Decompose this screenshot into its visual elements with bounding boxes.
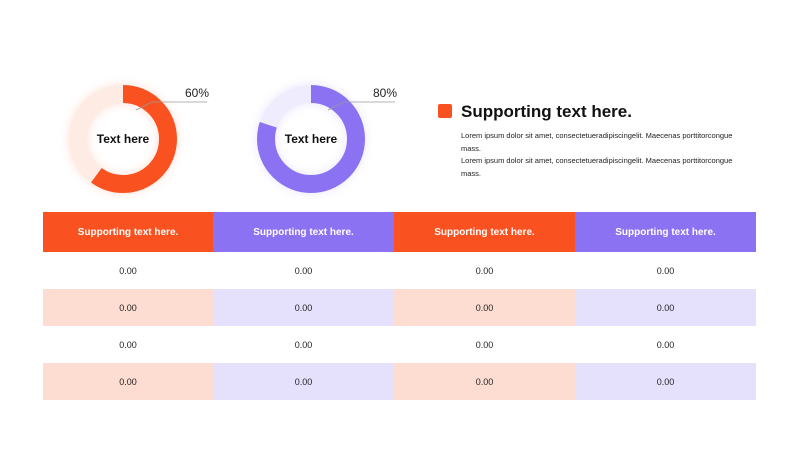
- table-row: 0.00 0.00 0.00 0.00: [43, 363, 756, 400]
- table-cell: 0.00: [394, 363, 575, 400]
- table-header-2: Supporting text here.: [213, 212, 394, 252]
- data-table: Supporting text here. Supporting text he…: [43, 212, 756, 400]
- donut-charts: Text here Text here 60% 80%: [0, 0, 800, 210]
- donut-1-leader-line: [135, 101, 207, 111]
- table-cell: 0.00: [394, 252, 575, 289]
- donut-2-leader-line: [327, 101, 395, 111]
- table-header-3: Supporting text here.: [394, 212, 575, 252]
- table-cell: 0.00: [575, 252, 756, 289]
- donut-1-value-label: 60%: [185, 86, 210, 100]
- table-cell: 0.00: [213, 252, 394, 289]
- table-cell: 0.00: [575, 363, 756, 400]
- legend-body: Lorem ipsum dolor sit amet, consectetuer…: [461, 130, 751, 180]
- table-row: 0.00 0.00 0.00 0.00: [43, 289, 756, 326]
- table-cell: 0.00: [394, 289, 575, 326]
- table-row: 0.00 0.00 0.00 0.00: [43, 252, 756, 289]
- table-header-1: Supporting text here.: [43, 212, 213, 252]
- table-cell: 0.00: [213, 326, 394, 363]
- donut-1-value-arc: [69, 85, 177, 193]
- donut-2-center-label: Text here: [284, 132, 338, 146]
- table-header-row: Supporting text here. Supporting text he…: [43, 212, 756, 252]
- table-cell: 0.00: [43, 289, 213, 326]
- donut-2-value-label: 80%: [373, 86, 398, 100]
- table-cell: 0.00: [43, 326, 213, 363]
- table-cell: 0.00: [43, 252, 213, 289]
- table-cell: 0.00: [575, 326, 756, 363]
- legend-title: Supporting text here.: [461, 102, 632, 121]
- table-cell: 0.00: [213, 289, 394, 326]
- legend-paragraph-1: Lorem ipsum dolor sit amet, consectetuer…: [461, 131, 733, 153]
- donut-2-value-arc: [257, 85, 365, 193]
- legend-paragraph-2: Lorem ipsum dolor sit amet, consectetuer…: [461, 156, 733, 178]
- table-row: 0.00 0.00 0.00 0.00: [43, 326, 756, 363]
- table-cell: 0.00: [43, 363, 213, 400]
- table-header-4: Supporting text here.: [575, 212, 756, 252]
- table-cell: 0.00: [213, 363, 394, 400]
- table-cell: 0.00: [394, 326, 575, 363]
- legend-swatch-orange: [438, 104, 452, 118]
- donut-1-center-label: Text here: [96, 132, 150, 146]
- table-cell: 0.00: [575, 289, 756, 326]
- donut-charts-svg: [69, 85, 395, 193]
